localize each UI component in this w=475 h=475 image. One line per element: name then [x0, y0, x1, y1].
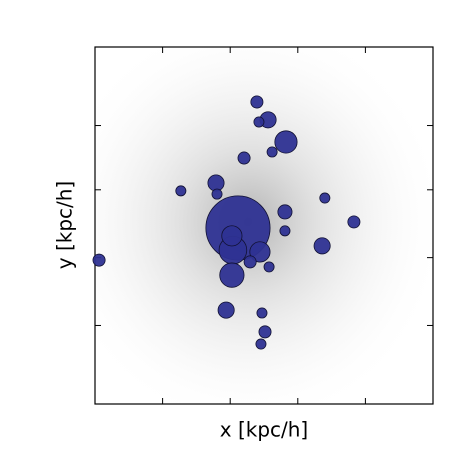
- halo-point: [255, 338, 267, 350]
- halo-point: [313, 237, 331, 255]
- halo-point: [211, 188, 223, 200]
- halo-point: [237, 151, 251, 165]
- halo-point: [217, 301, 235, 319]
- halo-point: [243, 255, 257, 269]
- halo-point: [258, 325, 272, 339]
- halo-point: [175, 185, 187, 197]
- halo-point: [347, 215, 361, 229]
- halo-point: [221, 225, 243, 247]
- halo-point: [256, 307, 268, 319]
- halo-point: [92, 253, 106, 267]
- x-axis-label: x [kpc/h]: [220, 418, 309, 442]
- halo-point: [274, 130, 298, 154]
- y-axis-label: y [kpc/h]: [53, 181, 77, 270]
- halo-point: [263, 261, 275, 273]
- halo-point: [249, 241, 271, 263]
- plot-frame: [94, 46, 434, 405]
- halo-point: [253, 116, 265, 128]
- halo-point: [279, 225, 291, 237]
- halo-point: [277, 204, 293, 220]
- halo-point: [266, 146, 278, 158]
- halo-point: [219, 262, 245, 288]
- halo-point: [207, 174, 225, 192]
- halo-point: [250, 95, 264, 109]
- halo-point: [319, 192, 331, 204]
